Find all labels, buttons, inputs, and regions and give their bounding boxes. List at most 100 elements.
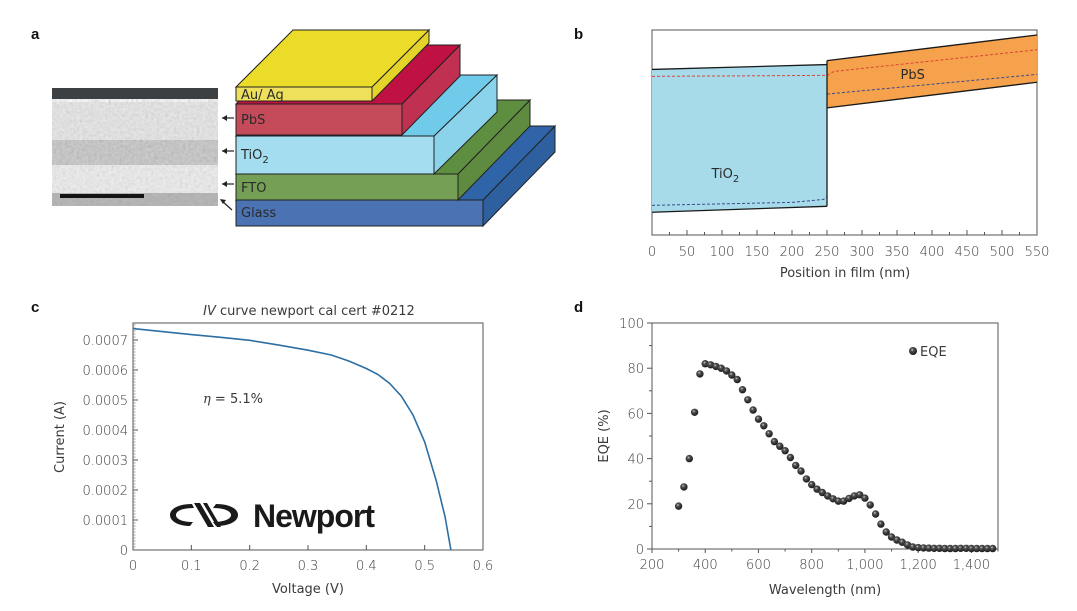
eqe-data-point [941,544,949,553]
eqe-data-point [973,544,981,553]
chart-title-c: IV curve newport cal cert #0212 [203,304,415,319]
legend-marker-eqe-icon [909,347,917,355]
y-tick-label-c: 0.0002 [83,484,129,499]
eqe-data-point [866,501,874,509]
x-tick-label-b: 300 [850,245,875,260]
conduction-band-edge-pbs [826,34,1038,62]
y-tick-label-c: 0.0006 [83,364,129,379]
y-tick-label-c: 0 [120,544,128,559]
eqe-data-point [808,480,816,489]
x-tick-label-b: 400 [920,245,945,260]
scale-bar [60,194,144,198]
eqe-data-point [978,544,986,553]
y-tick-label-d: 0 [636,543,644,558]
legend-label-eqe: EQE [920,345,947,360]
panel-letter-d: d [574,299,583,316]
eqe-data-point [871,510,880,518]
layer-fto [235,173,459,201]
x-tick-label-c: 0.2 [239,559,260,574]
newport-logo: Newport [170,498,376,534]
y-tick-label-c: 0.0005 [83,394,129,409]
panel-c: c IV curve newport cal cert #0212 0 0.1 0.… [31,299,493,597]
x-tick-label-b: 350 [885,245,910,260]
eqe-data-point [909,543,917,551]
panel-a: a [31,26,557,228]
eqe-data-point [930,544,938,552]
eqe-data-point [802,475,811,483]
sem-arrows [220,115,234,211]
conduction-band-edge-tio2 [651,63,828,71]
eqe-data-point [818,488,826,497]
eqe-data-point [776,442,784,450]
layer-label-glass: Glass [241,206,276,221]
arrow-pbs-icon [222,115,234,121]
layer-label-tio2: TiO2 [240,148,269,166]
layer-label-au-ag: Au/ Ag [241,88,284,103]
eqe-data-point [770,437,779,446]
eqe-data-point [962,544,970,552]
y-tick-label-d: 100 [619,317,644,332]
arrow-glass-icon [220,199,233,211]
layer-pbs [235,103,403,136]
x-tick-label-b: 200 [780,245,805,260]
eqe-data-point [749,406,757,414]
layer-au-ag [235,86,373,102]
newport-logo-mark-icon [170,503,238,527]
band-region-tio2 [652,64,827,213]
y-tick-label-c: 0.0004 [83,424,129,439]
quasi-fermi-lower-pbs [826,73,1038,95]
y-tick-label-c: 0.0003 [83,454,129,469]
eqe-data-point [914,543,922,552]
y-tick-label-d: 20 [627,498,644,513]
eqe-data-point [696,370,704,378]
eqe-data-point [792,461,800,470]
y-tick-label-c: 0.0007 [83,334,129,349]
band-label-pbs: PbS [901,68,925,83]
x-tick-label-d: 400 [693,558,718,573]
eqe-data-point [989,544,997,553]
layer-label-pbs: PbS [241,113,265,128]
x-tick-label-b: 250 [815,245,840,260]
eqe-data-point [813,485,821,493]
eqe-data-point [861,494,869,502]
x-tick-label-b: 450 [955,245,980,260]
x-axis-label-c: Voltage (V) [272,582,344,597]
eqe-data-point [754,415,763,423]
x-tick-label-c: 0.6 [473,559,494,574]
sem-image [52,88,218,206]
eqe-data-point [957,544,965,552]
y-axis-label-d: EQE (%) [597,409,612,462]
iv-curve-line [132,327,452,551]
eqe-data-point [967,544,976,553]
x-tick-label-d: 800 [799,558,824,573]
eqe-data-point [722,367,731,375]
x-tick-label-c: 0 [129,559,137,574]
eqe-data-point [765,430,773,438]
legend-d: EQE [909,345,947,360]
x-tick-label-c: 0.4 [356,559,377,574]
panel-b: b 0 50 100 150 200 250 300 350 400 450 500 550 TiO2… [574,26,1049,281]
eqe-data-point [797,467,805,475]
newport-logo-text: Newport [253,498,375,534]
arrow-tio2-icon [222,148,234,154]
efficiency-annotation: η = 5.1% [203,392,263,407]
eqe-data-point [760,422,768,430]
eqe-data-point [925,544,933,552]
y-tick-label-c: 0.0001 [83,514,129,529]
eqe-data-point [855,491,864,499]
eqe-data-point [728,371,736,379]
panel-d: d 200 400 600 800 1,000 1,200 1,400 0 20 40 60 80 10… [574,299,999,598]
quasi-fermi-upper-tio2 [651,74,828,77]
x-tick-label-b: 150 [745,245,770,260]
eqe-data-point [674,502,683,510]
y-tick-label-d: 60 [627,407,644,422]
x-tick-label-d: 1,200 [900,558,937,573]
eqe-data-point [882,528,890,536]
layer-label-fto: FTO [241,181,266,196]
y-axis-label-c: Current (A) [53,401,68,473]
device-stack [234,28,557,228]
x-tick-label-b: 50 [679,245,696,260]
eqe-data-point [680,483,688,491]
eqe-data-point [834,497,842,505]
quasi-fermi-upper-pbs [826,49,1038,76]
